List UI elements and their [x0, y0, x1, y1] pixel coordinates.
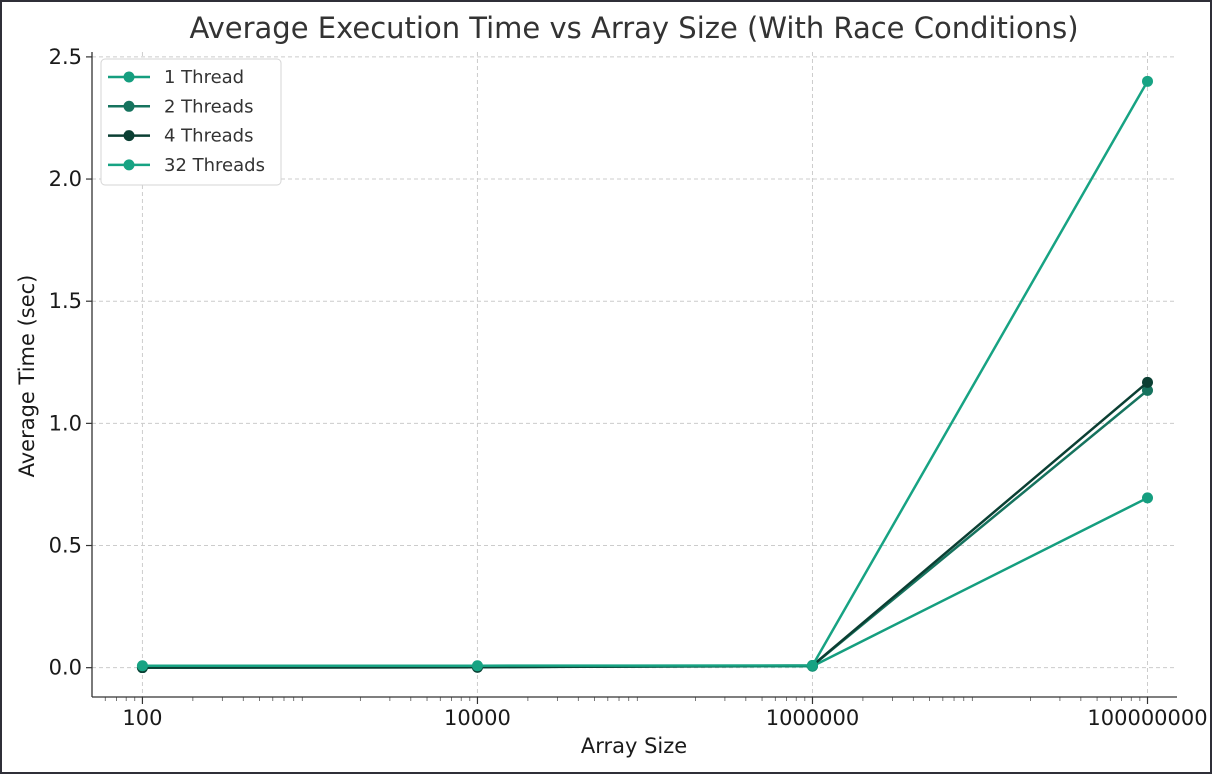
x-tick-label: 100000000: [1087, 706, 1207, 730]
x-tick-label: 100: [122, 706, 162, 730]
y-tick-label: 1.0: [49, 411, 82, 435]
y-tick-label: 2.0: [49, 167, 82, 191]
series-layer: [136, 75, 1154, 674]
y-tick-label: 0.5: [49, 534, 82, 558]
legend-item: 2 Threads: [108, 96, 254, 117]
legend-label: 1 Thread: [164, 67, 244, 88]
legend-item: 4 Threads: [108, 126, 254, 147]
chart-title: Average Execution Time vs Array Size (Wi…: [189, 11, 1078, 45]
y-tick-label: 2.5: [49, 45, 82, 69]
series-2: [136, 384, 1154, 674]
series-4: [136, 75, 1154, 672]
axes: [91, 52, 1177, 698]
series-line: [142, 80, 1149, 667]
data-point: [471, 660, 483, 672]
series-line: [142, 496, 1149, 669]
data-point: [1142, 384, 1154, 396]
y-tick-label: 0.0: [49, 656, 82, 680]
x-axis-title: Array Size: [581, 734, 687, 758]
legend-box: [100, 58, 282, 186]
legend: 1 Thread 2 Threads 4 Threads 32 Threads: [100, 58, 282, 186]
data-point: [806, 659, 818, 671]
y-axis-title: Average Time (sec): [15, 275, 39, 478]
data-point: [1142, 75, 1154, 87]
data-point: [1142, 492, 1154, 504]
legend-item: 32 Threads: [108, 155, 265, 176]
data-point: [136, 660, 148, 672]
y-tick-label: 1.5: [49, 289, 82, 313]
x-tick-label: 10000: [444, 706, 511, 730]
legend-marker: [123, 130, 135, 142]
legend-label: 32 Threads: [164, 155, 265, 176]
legend-marker: [123, 100, 135, 112]
legend-marker: [123, 159, 135, 171]
legend-marker: [123, 71, 135, 83]
series-line: [142, 389, 1149, 669]
x-tick-label: 1000000: [766, 706, 860, 730]
series-1: [136, 492, 1154, 674]
series-3: [136, 376, 1154, 674]
y-ticks: 0.0 0.5 1.0 1.5 2.0 2.5: [49, 45, 92, 680]
legend-label: 4 Threads: [164, 126, 254, 147]
data-point: [1142, 376, 1154, 388]
x-minor-ticks: [104, 697, 1141, 701]
x-ticks: 100 10000 1000000 100000000: [122, 697, 1208, 730]
series-line: [142, 381, 1149, 669]
legend-label: 2 Threads: [164, 96, 254, 117]
legend-item: 1 Thread: [108, 67, 244, 88]
